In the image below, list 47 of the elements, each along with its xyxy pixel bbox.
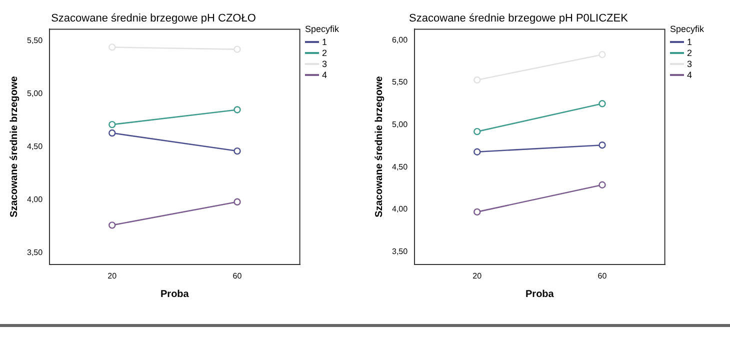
x-tick-label: 20 (472, 271, 482, 280)
point (234, 147, 241, 155)
point (474, 208, 481, 216)
point (234, 198, 241, 206)
point (108, 222, 116, 229)
point (474, 128, 481, 136)
legend-title: Specyfik (305, 24, 340, 34)
point (108, 129, 116, 137)
legend-label: 3 (687, 58, 692, 68)
y-tick-label: 6,00 (392, 35, 408, 44)
legend-label: 1 (687, 36, 692, 46)
point (474, 76, 481, 84)
point (108, 120, 116, 128)
point (234, 106, 241, 114)
point (598, 142, 606, 149)
x-tick-label: 20 (108, 271, 118, 280)
x-tick-label: 60 (598, 271, 608, 280)
legend-title: Specyfik (670, 24, 706, 34)
point (108, 44, 116, 51)
x-axis-title: Proba (160, 288, 190, 300)
y-tick-label: 4,50 (26, 142, 44, 152)
point (234, 46, 241, 53)
chart-title: Szacowane średnie brzegowe pH CZOŁO (51, 12, 256, 25)
point (598, 181, 606, 188)
y-tick-label: 3,50 (26, 248, 44, 257)
y-tick-label: 3,50 (392, 246, 408, 256)
y-tick-label: 5,50 (26, 36, 44, 46)
chart-title: Szacowane średnie brzegowe pH P0LICZEK (409, 12, 629, 25)
y-tick-label: 4,00 (392, 204, 408, 214)
y-tick-label: 5,50 (392, 78, 408, 87)
legend-label: 2 (687, 48, 692, 58)
point (598, 50, 606, 58)
x-tick-label: 60 (232, 271, 242, 280)
legend-label: 1 (322, 36, 328, 46)
y-tick-label: 4,50 (392, 162, 408, 172)
legend-label: 4 (687, 70, 692, 80)
legend-label: 2 (322, 48, 328, 58)
point (474, 148, 481, 156)
x-axis-title: Proba (526, 288, 554, 300)
legend-label: 4 (322, 70, 328, 80)
legend-label: 3 (322, 58, 328, 68)
y-tick-label: 4,00 (26, 194, 44, 204)
y-tick-label: 5,00 (392, 120, 408, 130)
y-tick-label: 5,00 (26, 89, 44, 98)
point (598, 100, 606, 108)
y-axis-title: Szacowane średnie brzegowe (8, 76, 20, 218)
y-axis-title: Szacowane średnie brzegowe (374, 76, 385, 218)
